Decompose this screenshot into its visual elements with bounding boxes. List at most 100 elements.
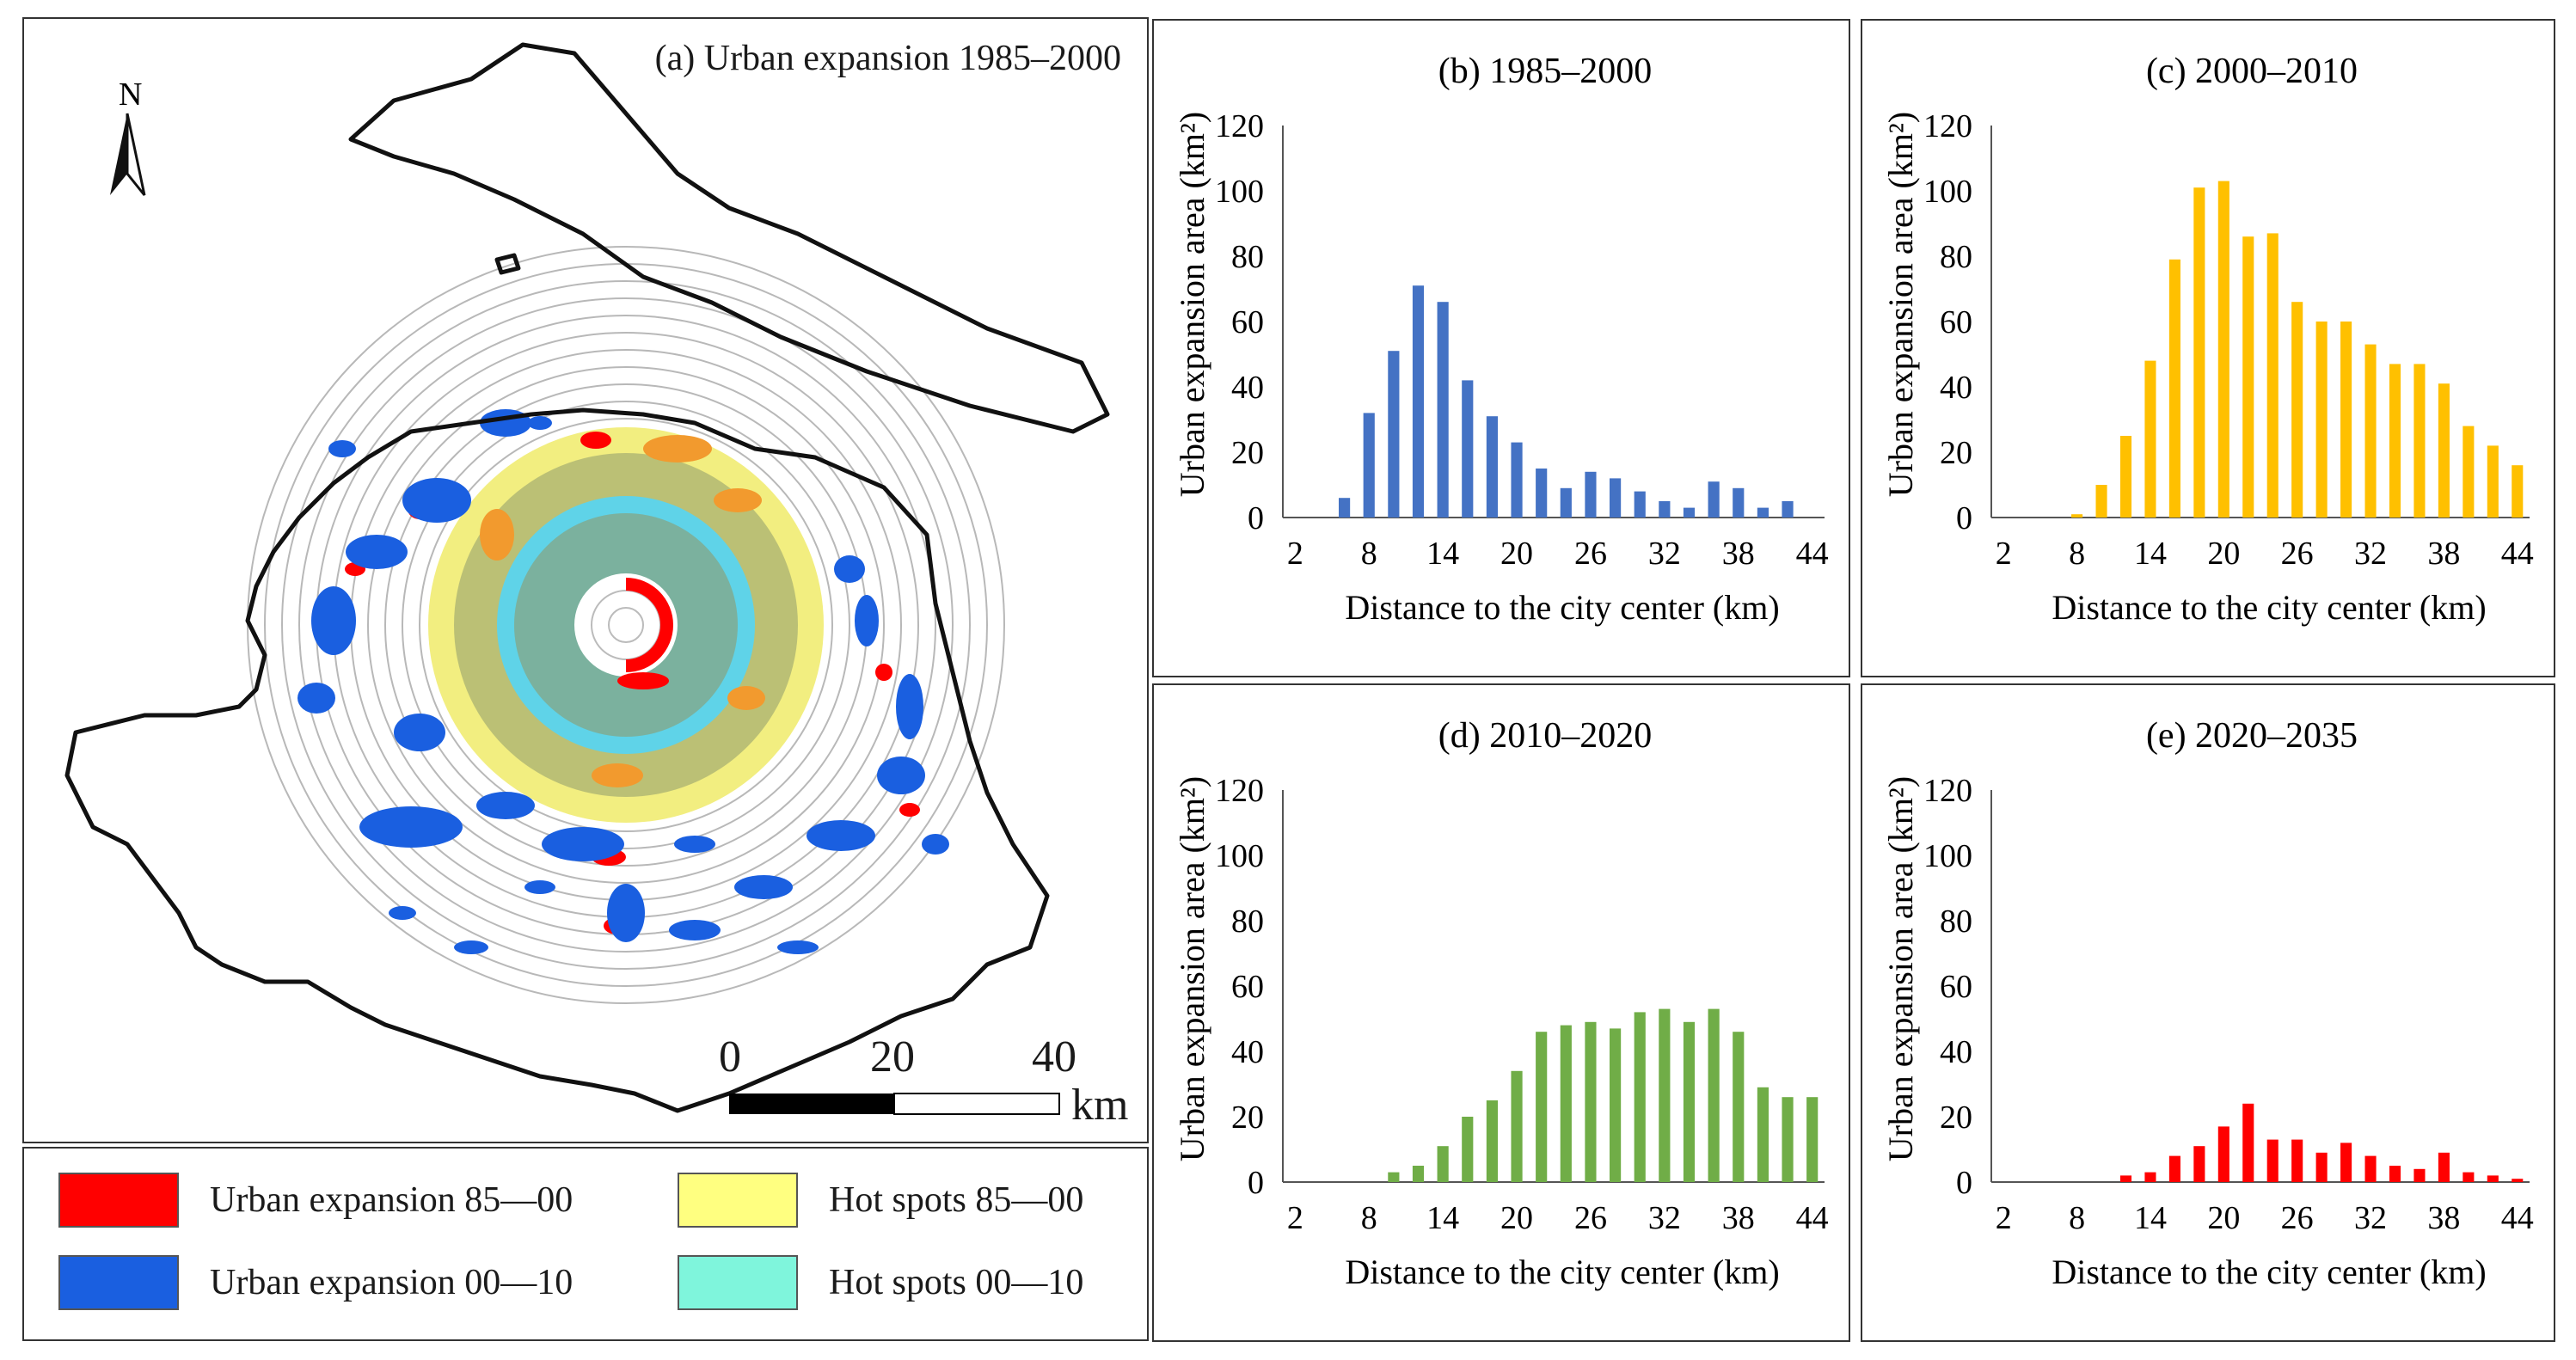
x-tick-label: 8	[2069, 536, 2085, 572]
y-tick-label: 0	[1248, 1165, 1264, 1201]
x-axis: 2 8 14 20 26 32 38 44	[1996, 1200, 2534, 1236]
x-axis-label: Distance to the city center (km)	[2052, 588, 2486, 627]
bar	[2168, 259, 2180, 518]
legend-item-urban-85-00: Urban expansion 85—00	[58, 1173, 573, 1228]
distance-ring	[419, 418, 833, 832]
x-tick-label: 44	[2501, 536, 2534, 572]
bar	[2119, 436, 2132, 518]
bar	[2463, 1172, 2475, 1182]
y-tick-label: 60	[1231, 304, 1264, 340]
bar	[2463, 426, 2475, 518]
legend-label: Hot spots 00—10	[829, 1263, 1084, 1302]
bar	[1634, 491, 1646, 518]
y-tick-label: 120	[1923, 108, 1972, 144]
chart-panel-b: (b) 1985–2000 0 20 40 60 80 100 120 2 8 14 20 26 32 38…	[1152, 19, 1850, 677]
y-tick-label: 0	[1956, 500, 1972, 536]
y-tick-label: 40	[1231, 370, 1264, 406]
x-tick-label: 26	[1574, 1200, 1607, 1236]
bar	[1339, 498, 1351, 518]
map-title: (a) Urban expansion 1985–2000	[654, 39, 1121, 78]
bar	[1782, 501, 1794, 518]
bar-chart-2000-2010: (c) 2000–2010 0 20 40 60 80 100 120 2 8 14 20 26 32 38…	[1881, 52, 2534, 627]
bar	[2193, 187, 2205, 518]
chart-title: (d) 2010–2020	[1438, 716, 1652, 756]
x-tick-label: 44	[1796, 1200, 1829, 1236]
y-axis-label: Urban expansion area (km²)	[1881, 112, 1920, 497]
chart-title: (b) 1985–2000	[1438, 52, 1652, 91]
orange-overlap-patches	[480, 435, 765, 787]
bar	[1585, 471, 1597, 518]
x-tick-label: 2	[1287, 536, 1303, 572]
x-axis-label: Distance to the city center (km)	[1345, 1253, 1779, 1291]
y-tick-label: 40	[1940, 370, 1972, 406]
x-tick-label: 20	[1500, 536, 1533, 572]
bar	[2144, 1172, 2156, 1182]
bar	[1806, 1097, 1819, 1182]
x-tick-label: 44	[1796, 536, 1829, 572]
y-axis: 0 20 40 60 80 100 120	[1923, 773, 1972, 1201]
urban-expansion-map: N	[64, 42, 1110, 1115]
bar	[2438, 383, 2450, 518]
y-tick-label: 120	[1923, 773, 1972, 809]
bar	[1388, 1172, 1400, 1182]
x-tick-label: 8	[1361, 1200, 1377, 1236]
municipal-boundary	[64, 407, 1050, 1113]
y-tick-label: 0	[1956, 1165, 1972, 1201]
bar	[1610, 1028, 1622, 1182]
distance-ring	[281, 280, 971, 970]
bar	[1462, 380, 1474, 518]
x-tick-label: 32	[1648, 536, 1681, 572]
bar	[2095, 485, 2107, 518]
bar	[1560, 487, 1572, 518]
map-panel: N (a) Urban expansion 1985–2000 0 20 40 …	[22, 17, 1149, 1143]
x-tick-label: 38	[1722, 1200, 1755, 1236]
bar	[2487, 445, 2499, 518]
y-tick-label: 40	[1231, 1034, 1264, 1070]
bar	[2119, 1175, 2132, 1182]
y-tick-label: 20	[1940, 435, 1972, 471]
x-tick-label: 38	[1722, 536, 1755, 572]
x-tick-label: 38	[2427, 536, 2460, 572]
x-tick-label: 32	[1648, 1200, 1681, 1236]
bar-chart-2020-2035: (e) 2020–2035 0 20 40 60 80 100 120 2 8 14 20 26 32 38…	[1881, 716, 2534, 1291]
bar	[2364, 1155, 2377, 1182]
bar	[2193, 1146, 2205, 1182]
bar	[2291, 302, 2303, 518]
x-tick-label: 20	[2207, 1200, 2240, 1236]
scale-tick-0: 0	[719, 1032, 741, 1081]
y-tick-label: 80	[1231, 239, 1264, 275]
y-axis: 0 20 40 60 80 100 120	[1215, 108, 1264, 536]
island-boundary	[348, 42, 1110, 434]
bar	[2389, 364, 2401, 518]
y-axis-label: Urban expansion area (km²)	[1881, 776, 1920, 1161]
bar	[2413, 1168, 2426, 1182]
small-island	[494, 253, 521, 275]
x-tick-label: 20	[2207, 536, 2240, 572]
bar	[2438, 1152, 2450, 1182]
legend-item-hot-00-10: Hot spots 00—10	[678, 1255, 1083, 1310]
bar	[1437, 1146, 1449, 1182]
bar	[2389, 1166, 2401, 1182]
x-axis-label: Distance to the city center (km)	[2052, 1253, 2486, 1291]
x-tick-label: 8	[1361, 536, 1377, 572]
bar	[1486, 1100, 1498, 1182]
x-axis: 2 8 14 20 26 32 38 44	[1287, 536, 1829, 572]
bar	[2487, 1175, 2499, 1182]
bar	[2315, 322, 2328, 518]
x-tick-label: 26	[2281, 536, 2314, 572]
scale-tick-20: 20	[870, 1032, 915, 1081]
bar	[1437, 302, 1449, 518]
legend-swatch-red	[58, 1173, 179, 1228]
bar	[1782, 1097, 1794, 1182]
legend-label: Urban expansion 00—10	[210, 1263, 573, 1302]
bar	[1363, 413, 1375, 518]
x-axis: 2 8 14 20 26 32 38 44	[1287, 1200, 1829, 1236]
y-axis-label: Urban expansion area (km²)	[1173, 112, 1211, 497]
center-ring	[608, 607, 644, 643]
x-tick-label: 14	[1426, 536, 1459, 572]
distance-ring	[298, 297, 954, 953]
chart-panel-c: (c) 2000–2010 0 20 40 60 80 100 120 2 8 14 20 26 32 38…	[1861, 19, 2555, 677]
bar	[2168, 1155, 2180, 1182]
chart-panel-e: (e) 2020–2035 0 20 40 60 80 100 120 2 8 14 20 26 32 38…	[1861, 683, 2555, 1342]
bar	[1610, 478, 1622, 518]
